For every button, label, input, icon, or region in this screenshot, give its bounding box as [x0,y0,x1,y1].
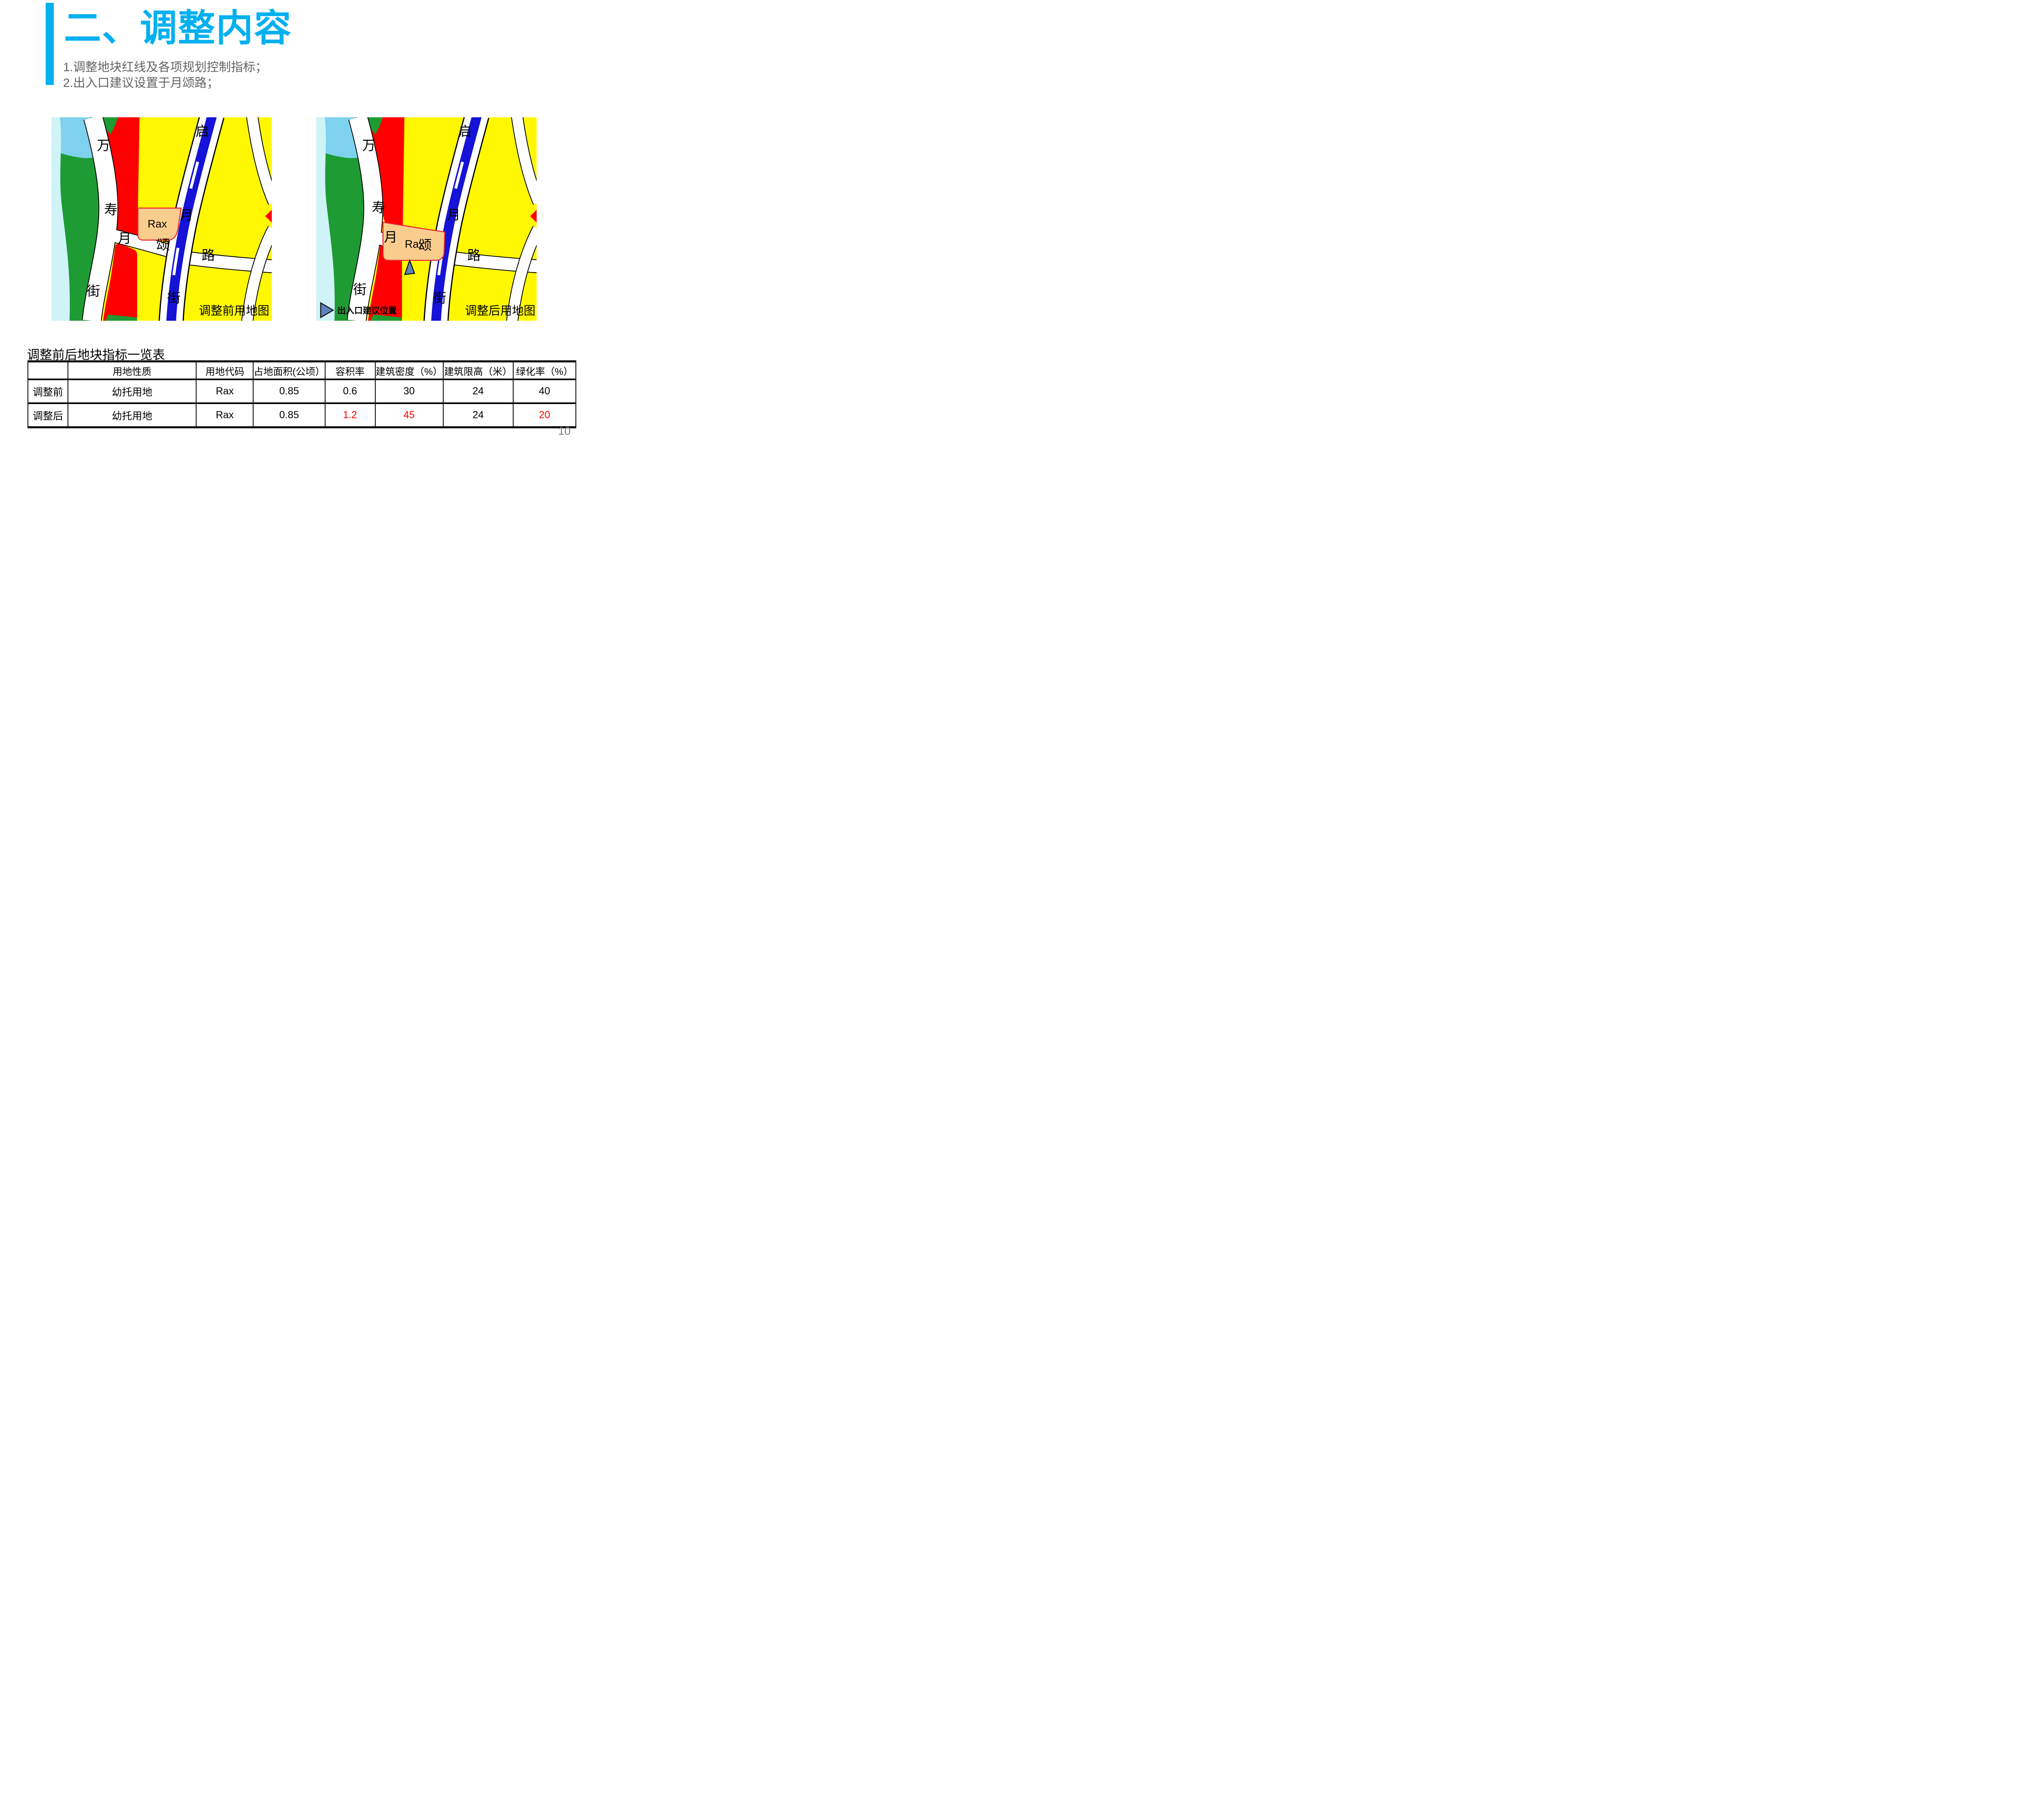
entrance-marker-icon [404,258,415,275]
road-label-yue: 月 [118,231,131,246]
header-density: 建筑密度（%） [374,360,444,380]
red-wedge-right [265,210,272,223]
cell-height-limit: 24 [442,403,514,428]
road-label-shou: 寿 [104,202,118,217]
road-label-lu: 路 [467,248,481,263]
green-sliver-bottom [106,314,137,321]
road-label-yue: 月 [384,230,398,245]
table-title: 调整前后地块指标一览表 [27,348,165,362]
road-label-wan: 万 [97,138,110,153]
road-label-lu: 路 [202,248,215,263]
row-label: 调整后 [27,403,69,428]
title-accent-bar [46,3,54,85]
road-label-shou: 寿 [372,200,385,215]
green-sliver-bottom [370,314,402,321]
water-pale-band [316,117,335,321]
road-bottomright [507,226,537,321]
road-label-jie2: 街 [433,290,446,305]
parcel-rax-label: Rax [148,218,167,230]
water-pale-band [51,117,70,321]
bullet-2: 2.出入口建议设置于月颂路； [63,76,219,90]
road-label-yue2: 月 [180,207,193,222]
table-header-row: 用地性质 用地代码 占地面积(公顷） 容积率 建筑密度（%） 建筑限高（米） 绿… [27,360,577,380]
arterial-blue-road [166,117,217,321]
road-label-jie2: 街 [167,290,181,305]
cell-far: 0.6 [324,379,376,404]
row-label: 调整前 [27,379,69,404]
parcel-rax [137,207,182,241]
road-yuesong-east [453,252,537,273]
header-land-code: 用地代码 [196,360,254,380]
cell-area: 0.85 [253,379,326,404]
cell-land-code: Rax [196,403,254,428]
table-row-before: 调整前 幼托用地 Rax 0.85 0.6 30 24 40 [27,379,577,404]
cell-density: 45 [374,403,444,428]
road-label-qi: 启 [459,124,472,139]
cell-land-code: Rax [196,379,254,404]
map-after-caption: 调整后用地图 [465,304,535,317]
land-use-map-after: Rax 万 寿 街 月 颂 路 启 月 街 出入口建议位置 调整后用地图 [316,117,537,321]
cell-land-use: 幼托用地 [68,403,197,428]
cell-area: 0.85 [253,403,326,428]
land-use-map-after-svg: Rax 万 寿 街 月 颂 路 启 月 街 出入口建议位置 调整后用地图 [316,117,537,321]
parcel-rax [382,222,446,261]
bullet-1: 1.调整地块红线及各项规划控制指标； [63,61,268,74]
legend-triangle-icon [320,302,334,319]
road-bottomright [242,226,272,321]
cell-far: 1.2 [324,403,376,428]
road-wanshou [347,117,383,321]
cell-green-ratio: 20 [512,403,577,428]
header-height-limit: 建筑限高（米） [442,360,514,380]
header-land-use: 用地性质 [68,360,197,380]
header-area: 占地面积(公顷） [253,360,326,380]
parcel-rax-label: Rax [405,238,424,250]
slide: 二、调整内容 1.调整地块红线及各项规划控制指标； 2.出入口建议设置于月颂路； [0,0,607,455]
land-use-map-before: Rax 万 寿 街 月 颂 路 启 月 街 调整前用地图 [51,117,272,321]
page-number: 10 [558,425,571,437]
legend-entrance-label: 出入口建议位置 [337,306,397,315]
commercial-strip-south [368,243,402,321]
header-far: 容积率 [324,360,376,380]
road-label-wan: 万 [362,138,376,153]
cell-height-limit: 24 [442,379,514,404]
road-wanshou [82,117,118,321]
road-label-song: 颂 [157,237,170,252]
page-title: 二、调整内容 [64,8,292,49]
land-use-map-before-svg: Rax 万 寿 街 月 颂 路 启 月 街 调整前用地图 [51,117,272,321]
road-label-qi: 启 [196,124,209,139]
road-topright [512,117,537,205]
cell-green-ratio: 40 [512,379,577,404]
cell-density: 30 [374,379,444,404]
road-yuesong-east [188,252,272,273]
road-label-jie: 街 [353,282,367,297]
header-green-ratio: 绿化率（%） [512,360,577,380]
road-label-jie: 街 [87,284,100,298]
arterial-blue-road [431,117,482,321]
indicator-table: 用地性质 用地代码 占地面积(公顷） 容积率 建筑密度（%） 建筑限高（米） 绿… [27,360,577,428]
commercial-strip-south [103,243,137,321]
road-topright [247,117,272,205]
road-label-song: 颂 [419,238,432,253]
header-empty [27,360,69,380]
road-label-yue2: 月 [447,207,461,222]
red-wedge-right [530,210,537,223]
table-row-after: 调整后 幼托用地 Rax 0.85 1.2 45 24 20 [27,403,577,428]
map-before-caption: 调整前用地图 [199,304,269,317]
cell-land-use: 幼托用地 [68,379,197,404]
